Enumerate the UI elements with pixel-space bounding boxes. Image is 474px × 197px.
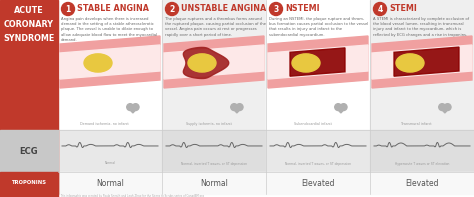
Text: Hyperacute T waves or ST elevation: Hyperacute T waves or ST elevation <box>395 162 449 165</box>
Text: ACUTE: ACUTE <box>14 6 44 15</box>
Polygon shape <box>439 107 451 113</box>
Bar <box>266 172 370 194</box>
Polygon shape <box>60 45 160 79</box>
Bar <box>162 0 266 130</box>
Bar <box>370 130 474 172</box>
Bar <box>58 172 162 194</box>
Text: Normal, inverted T waves, or ST depression: Normal, inverted T waves, or ST depressi… <box>285 162 351 165</box>
Text: Transmural infarct: Transmural infarct <box>401 122 432 126</box>
Text: ECG: ECG <box>20 147 38 155</box>
Ellipse shape <box>292 54 320 72</box>
Bar <box>162 172 266 194</box>
Bar <box>58 130 162 172</box>
Text: 4: 4 <box>377 5 383 14</box>
Bar <box>370 0 474 130</box>
Text: 1: 1 <box>65 5 71 14</box>
Bar <box>0 130 58 172</box>
Text: Angina pain develops when there is increased
demand in the setting of a stable a: Angina pain develops when there is incre… <box>61 17 157 42</box>
Polygon shape <box>372 45 472 79</box>
Circle shape <box>444 104 451 111</box>
Circle shape <box>132 104 139 111</box>
Text: STEMI: STEMI <box>389 4 417 13</box>
Polygon shape <box>394 47 459 76</box>
Text: Elevated: Elevated <box>405 178 439 188</box>
Polygon shape <box>372 36 472 88</box>
Polygon shape <box>268 36 368 88</box>
Bar <box>266 130 370 172</box>
Polygon shape <box>164 45 264 79</box>
Circle shape <box>231 104 237 111</box>
Text: Subendocardial infarct: Subendocardial infarct <box>294 122 332 126</box>
Polygon shape <box>164 36 264 88</box>
Circle shape <box>127 104 134 111</box>
Text: The plaque ruptures and a thrombus forms around
the ruptured plaque, causing par: The plaque ruptures and a thrombus forms… <box>165 17 266 37</box>
Text: Supply ischemia, no infarct: Supply ischemia, no infarct <box>186 122 232 126</box>
Bar <box>162 130 266 172</box>
Text: 2: 2 <box>169 5 174 14</box>
Ellipse shape <box>396 54 424 72</box>
Text: SYNDROME: SYNDROME <box>3 34 55 43</box>
Bar <box>58 0 162 130</box>
Circle shape <box>374 3 386 16</box>
Polygon shape <box>268 45 368 79</box>
Text: Normal: Normal <box>96 178 124 188</box>
Ellipse shape <box>84 54 112 72</box>
Polygon shape <box>127 107 139 113</box>
Text: CORONARY: CORONARY <box>4 20 54 29</box>
Polygon shape <box>290 48 345 76</box>
Text: UNSTABLE ANGINA: UNSTABLE ANGINA <box>181 4 266 13</box>
Polygon shape <box>335 107 346 113</box>
Circle shape <box>439 104 446 111</box>
Circle shape <box>270 3 283 16</box>
Polygon shape <box>231 107 243 113</box>
Text: NSTEMI: NSTEMI <box>285 4 319 13</box>
Text: During an NSTEMI, the plaque rupture and throm-
bus formation causes partial occ: During an NSTEMI, the plaque rupture and… <box>269 17 368 37</box>
Text: Elevated: Elevated <box>301 178 335 188</box>
Polygon shape <box>60 36 160 88</box>
Polygon shape <box>183 47 229 79</box>
Text: This infographic was created by Paula Sneath and Leah Zhao for the Sirens to Scr: This infographic was created by Paula Sn… <box>60 194 204 197</box>
Circle shape <box>340 104 347 111</box>
Bar <box>0 172 58 194</box>
Circle shape <box>62 3 74 16</box>
Circle shape <box>335 104 342 111</box>
Text: Normal, inverted T waves, or ST depression: Normal, inverted T waves, or ST depressi… <box>181 162 247 165</box>
Text: A STEMI is characterized by complete occlusion of
the blood vessel lumen, result: A STEMI is characterized by complete occ… <box>373 17 469 37</box>
Bar <box>266 0 370 130</box>
Circle shape <box>236 104 243 111</box>
Text: Normal: Normal <box>104 162 116 165</box>
Bar <box>0 0 58 197</box>
Ellipse shape <box>188 54 216 72</box>
Text: TROPONINS: TROPONINS <box>11 180 46 186</box>
Bar <box>370 172 474 194</box>
Text: Demand ischemia, no infarct: Demand ischemia, no infarct <box>81 122 129 126</box>
Text: Normal: Normal <box>200 178 228 188</box>
Text: STABLE ANGINA: STABLE ANGINA <box>77 4 149 13</box>
Text: 3: 3 <box>273 5 279 14</box>
Circle shape <box>165 3 179 16</box>
